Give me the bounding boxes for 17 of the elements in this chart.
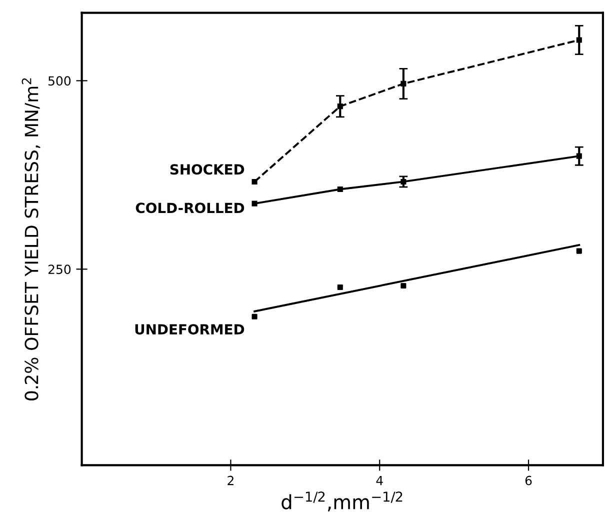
x-tick-label: 4 xyxy=(376,476,383,486)
point xyxy=(337,284,343,290)
y-tick-label: 250 xyxy=(48,264,71,274)
point xyxy=(252,314,258,320)
point xyxy=(252,178,258,184)
point xyxy=(576,248,582,254)
y-axis-title: 0.2% OFFSET YIELD STRESS, MN/m$^{2}$ xyxy=(22,78,40,400)
x-tick-label: 6 xyxy=(525,476,532,486)
point xyxy=(337,186,343,192)
point xyxy=(252,200,258,206)
point xyxy=(400,282,406,289)
x-tick-label: 2 xyxy=(228,476,234,486)
series-label: SHOCKED xyxy=(170,164,244,175)
y-tick-label: 500 xyxy=(48,76,71,86)
series-label: COLD-ROLLED xyxy=(136,202,244,214)
series-label: UNDEFORMED xyxy=(135,324,244,335)
x-axis-title: d$^{−1/2}$,mm$^{−1/2}$ xyxy=(282,492,402,512)
